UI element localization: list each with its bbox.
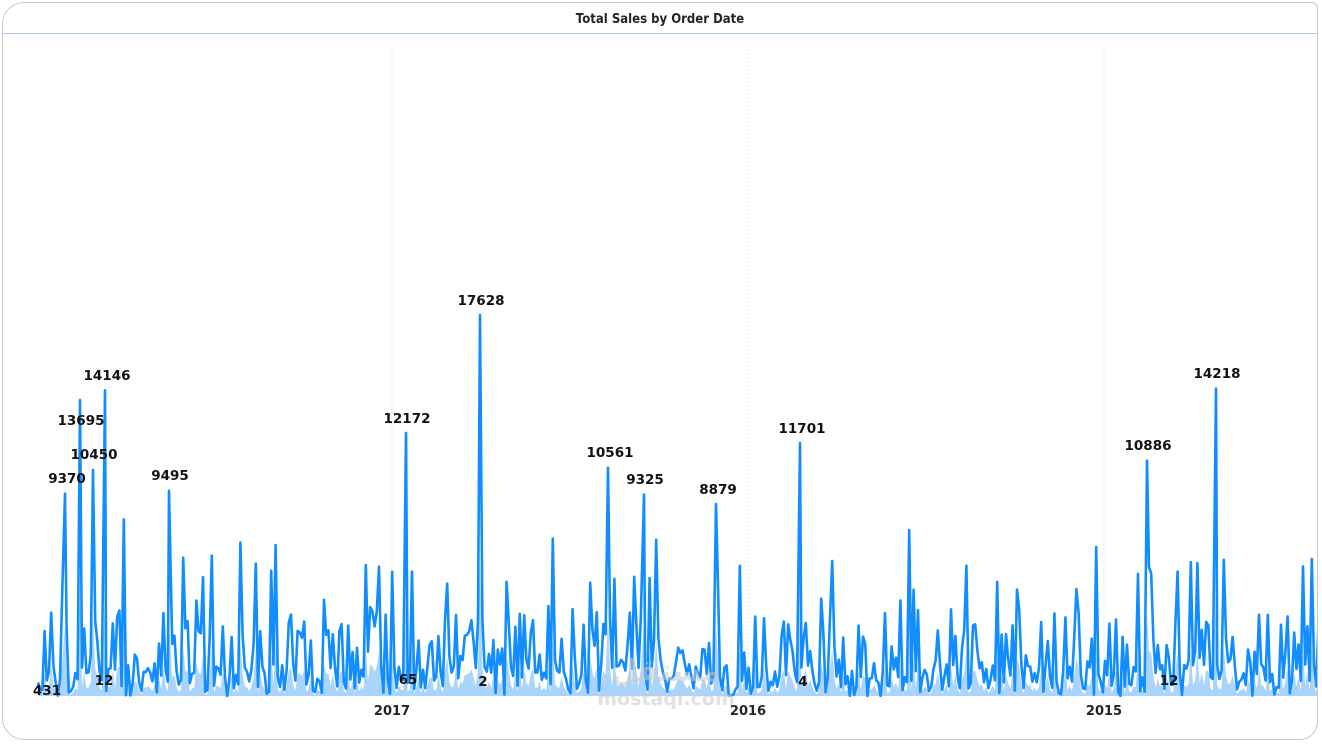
chart-title: Total Sales by Order Date [575,12,745,27]
title-bar: Total Sales by Order Date [3,3,1317,34]
x-tick-2015: 2015 [1086,704,1122,719]
data-label-11701: 11701 [779,421,826,437]
data-label-2: 2 [478,674,487,690]
data-label-17628: 17628 [458,293,505,309]
x-tick-2016: 2016 [730,704,766,719]
data-label-9370: 9370 [48,471,86,487]
data-label-9495: 9495 [151,468,189,484]
data-label-12: 12 [95,673,114,689]
data-label-8879: 8879 [699,482,737,498]
data-label-9325: 9325 [626,472,664,488]
data-label-10450: 10450 [71,447,118,463]
data-label-14146: 14146 [84,368,131,384]
data-label-12172: 12172 [384,411,431,427]
data-label-13695: 13695 [58,413,105,429]
data-label-12: 12 [1160,673,1179,689]
data-label-431: 431 [33,683,61,699]
series-area-fill [38,562,1317,696]
data-label-14218: 14218 [1194,366,1241,382]
x-tick-2017: 2017 [374,704,410,719]
chart-plot[interactable]: 431 9370 13695 10450 14146 12 9495 12172 65 17628… [3,3,1318,740]
series-line[interactable] [36,313,1318,698]
data-label-10886: 10886 [1125,438,1172,454]
data-label-4: 4 [798,674,807,690]
data-label-10561: 10561 [587,445,634,461]
data-label-65: 65 [399,672,418,688]
